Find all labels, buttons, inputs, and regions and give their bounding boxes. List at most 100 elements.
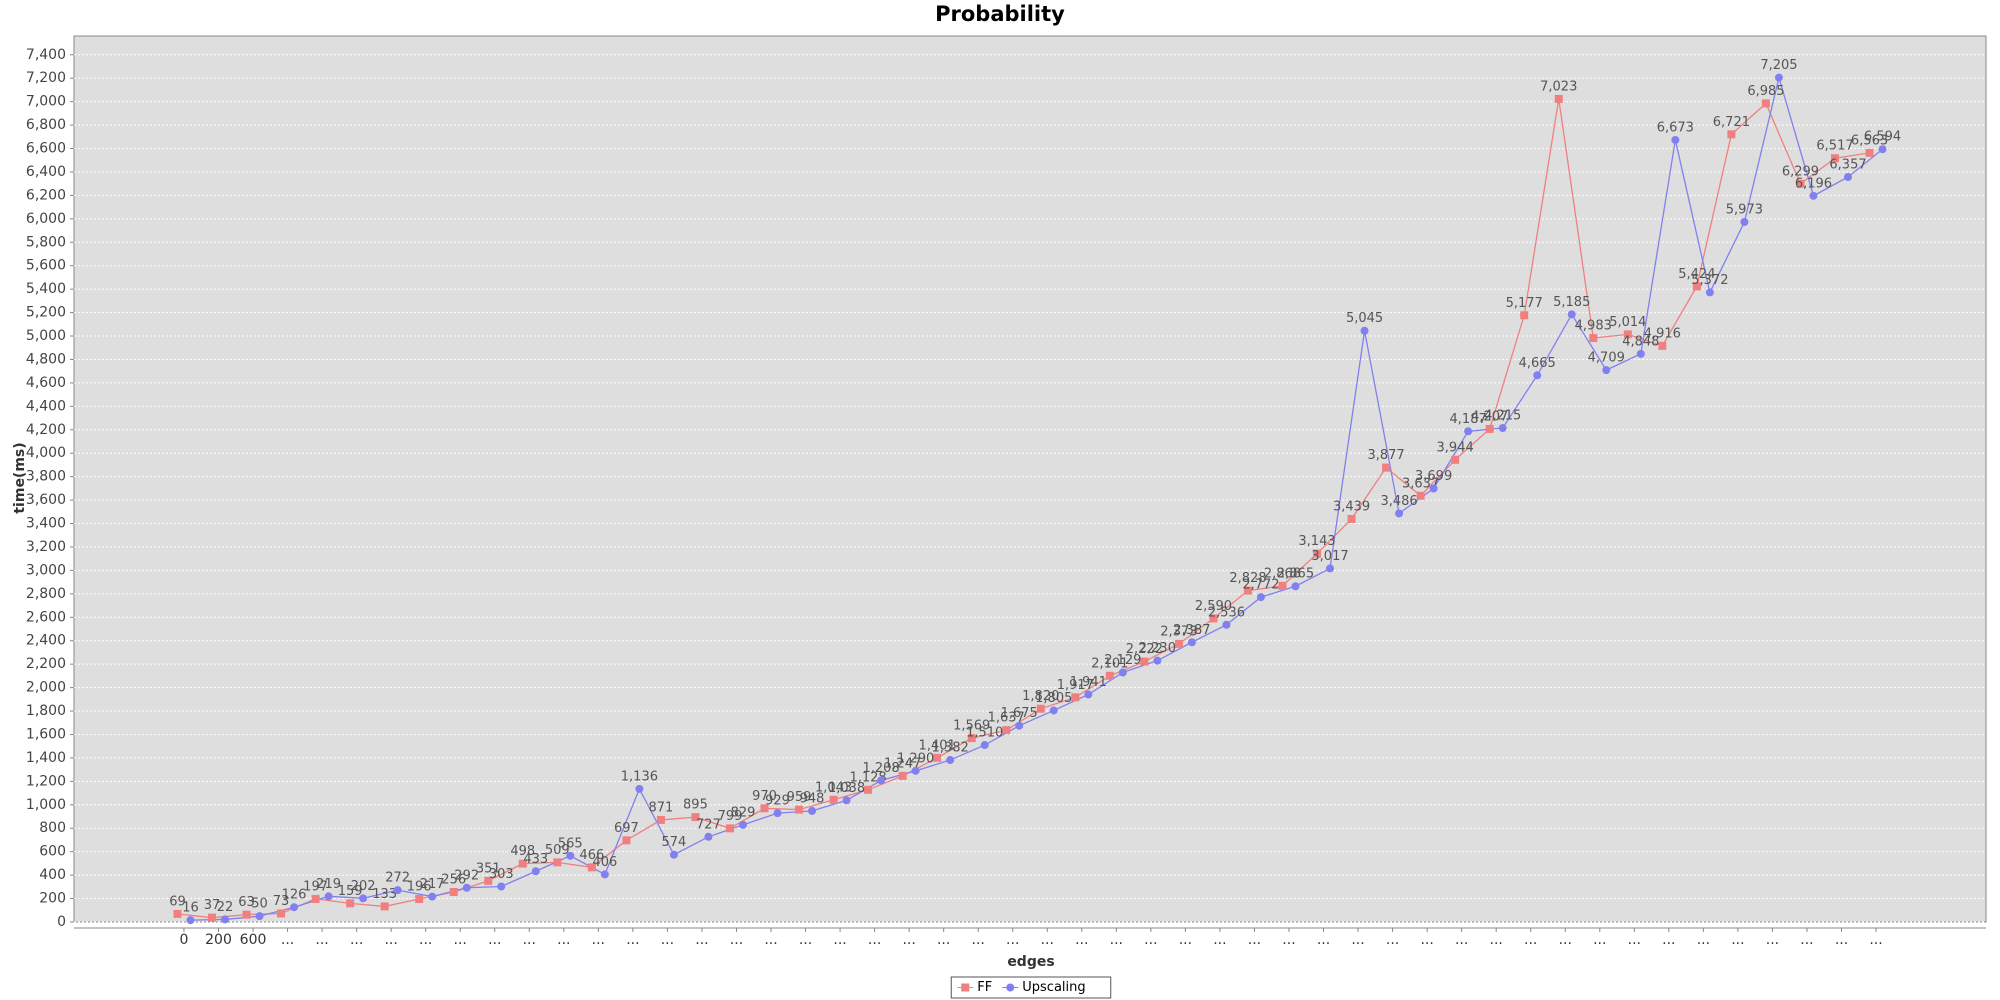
x-axis-label: edges <box>1007 954 1054 970</box>
x-tick-label: ... <box>315 932 328 948</box>
data-label: 2,101 <box>1091 656 1128 671</box>
data-label: 895 <box>683 798 708 813</box>
x-tick-label: ... <box>1455 932 1468 948</box>
y-tick-label: 4,400 <box>26 398 66 414</box>
data-label: 3,877 <box>1367 448 1404 463</box>
marker <box>1774 73 1783 82</box>
marker <box>1209 614 1218 623</box>
data-label: 1,569 <box>953 719 990 734</box>
marker <box>980 741 989 750</box>
legend-marker <box>961 983 970 992</box>
data-label: 5,177 <box>1506 296 1543 311</box>
data-label: 126 <box>282 888 307 903</box>
marker <box>1278 581 1287 590</box>
marker <box>186 916 195 925</box>
marker <box>1865 148 1874 157</box>
y-tick-label: 1,600 <box>26 726 66 742</box>
data-label: 22 <box>217 900 234 915</box>
y-tick-label: 1,800 <box>26 703 66 719</box>
marker <box>656 815 665 824</box>
x-tick-label: ... <box>1420 932 1433 948</box>
data-label: 1,136 <box>621 769 658 784</box>
marker <box>1727 130 1736 139</box>
marker <box>255 912 264 921</box>
marker <box>1831 154 1840 163</box>
marker <box>911 766 920 775</box>
data-label: 929 <box>765 794 790 809</box>
marker <box>497 882 506 891</box>
data-label: 6,196 <box>1795 176 1832 191</box>
x-tick-label: ... <box>695 932 708 948</box>
y-tick-label: 1,400 <box>26 750 66 766</box>
data-label: 292 <box>454 868 479 883</box>
marker <box>290 903 299 912</box>
marker <box>1084 690 1093 699</box>
x-tick-label: 200 <box>205 932 232 948</box>
marker <box>669 850 678 859</box>
marker <box>946 756 955 765</box>
data-label: 50 <box>251 897 268 912</box>
data-label: 6,517 <box>1816 139 1853 154</box>
data-label: 16 <box>182 901 199 916</box>
marker <box>808 806 817 815</box>
x-tick-label: ... <box>1524 932 1537 948</box>
data-label: 1,510 <box>966 726 1003 741</box>
data-label: 1,043 <box>815 780 852 795</box>
data-label: 1,805 <box>1035 691 1072 706</box>
y-tick-label: 7,200 <box>26 70 66 86</box>
marker <box>1222 620 1231 629</box>
x-tick-label: ... <box>1248 932 1261 948</box>
plot-area <box>73 35 1987 923</box>
marker <box>898 771 907 780</box>
x-tick-label: ... <box>1213 932 1226 948</box>
marker <box>1429 484 1438 493</box>
data-label: 697 <box>614 821 639 836</box>
marker <box>1291 582 1300 591</box>
data-label: 1,917 <box>1057 678 1094 693</box>
marker <box>1187 638 1196 647</box>
data-label: 6,985 <box>1747 84 1784 99</box>
marker <box>1809 191 1818 200</box>
data-label: 3,143 <box>1298 534 1335 549</box>
y-tick-label: 600 <box>39 844 66 860</box>
x-tick-label: ... <box>557 932 570 948</box>
y-tick-label: 1,000 <box>26 797 66 813</box>
data-label: 433 <box>523 852 548 867</box>
data-label: 7,205 <box>1760 58 1797 73</box>
x-tick-label: ... <box>902 932 915 948</box>
marker <box>1602 366 1611 375</box>
data-label: 1,941 <box>1070 675 1107 690</box>
x-tick-label: ... <box>1317 932 1330 948</box>
marker <box>1844 172 1853 181</box>
y-tick-label: 800 <box>39 820 66 836</box>
marker <box>864 785 873 794</box>
data-label: 3,439 <box>1333 499 1370 514</box>
marker <box>1589 334 1598 343</box>
marker <box>587 863 596 872</box>
y-tick-label: 3,400 <box>26 516 66 532</box>
y-tick-label: 5,200 <box>26 305 66 321</box>
data-label: 7,023 <box>1540 79 1577 94</box>
data-label: 5,372 <box>1691 273 1728 288</box>
marker <box>1002 726 1011 735</box>
marker <box>1326 564 1335 573</box>
chart-title: Probability <box>935 2 1065 26</box>
data-label: 2,868 <box>1264 566 1301 581</box>
data-label: 217 <box>420 877 445 892</box>
marker <box>1554 94 1563 103</box>
data-label: 1,038 <box>828 781 865 796</box>
marker <box>760 804 769 813</box>
marker <box>1623 330 1632 339</box>
marker <box>635 784 644 793</box>
marker <box>566 851 575 860</box>
data-label: 6,357 <box>1829 157 1866 172</box>
marker <box>462 883 471 892</box>
data-label: 2,387 <box>1173 623 1210 638</box>
data-label: 4,983 <box>1575 319 1612 334</box>
marker <box>725 824 734 833</box>
marker <box>877 776 886 785</box>
data-label: 69 <box>169 894 186 909</box>
data-label: 5,045 <box>1346 311 1383 326</box>
data-label: 574 <box>661 835 686 850</box>
